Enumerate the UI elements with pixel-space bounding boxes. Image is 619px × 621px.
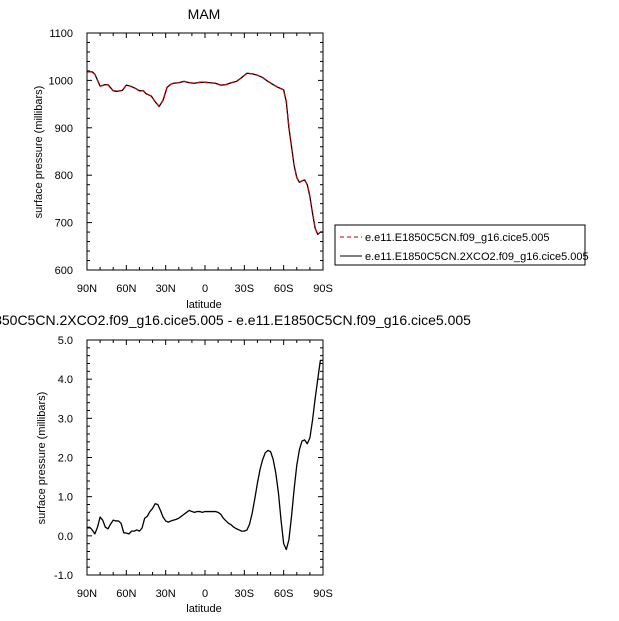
- bottom-y-tick-labels: -1.0 0.0 1.0 2.0 3.0 4.0 5.0: [54, 335, 73, 582]
- top-series-line-1: [87, 71, 323, 236]
- bottom-y-tick-label: 1.0: [58, 492, 73, 504]
- top-y-tick-label: 900: [55, 123, 73, 135]
- legend: e.e11.E1850C5CN.f09_g16.cice5.005 e.e11.…: [334, 224, 589, 266]
- bottom-x-tick-label: 60N: [116, 588, 136, 600]
- bottom-y-tick-label: 3.0: [58, 413, 73, 425]
- bottom-y-tick-label: 0.0: [58, 531, 73, 543]
- top-x-tick-label: 90S: [313, 283, 333, 295]
- bottom-series-line-0: [87, 359, 323, 551]
- top-x-tick-label: 60N: [116, 283, 136, 295]
- bottom-x-tick-labels: 90N 60N 30N 0 30S 60S 90S: [77, 588, 333, 600]
- bottom-x-tick-label: 30N: [156, 588, 176, 600]
- legend-label-2xco2: e.e11.E1850C5CN.2XCO2.f09_g16.cice5.005: [365, 251, 589, 263]
- top-y-tick-label: 600: [55, 265, 73, 277]
- top-x-tick-label: 60S: [274, 283, 294, 295]
- bottom-y-tick-label: 5.0: [58, 335, 73, 347]
- top-chart-panel: MAM 90N 60N 30N 0 30S 60S 90S 600 700 800 900 1000…: [33, 6, 333, 311]
- top-y-tick-labels: 600 700 800 900 1000 1100: [49, 28, 73, 277]
- top-x-tick-label: 90N: [77, 283, 97, 295]
- bottom-y-tick-label: 2.0: [58, 453, 73, 465]
- top-x-tick-label: 30N: [156, 283, 176, 295]
- bottom-x-axis-label: latitude: [186, 603, 221, 615]
- top-x-axis-label: latitude: [186, 299, 221, 311]
- bottom-x-tick-label: 30S: [235, 588, 255, 600]
- bottom-y-axis-label: surface pressure (millibars): [36, 392, 48, 525]
- bottom-series-layer: [87, 359, 323, 551]
- bottom-x-tick-label: 90N: [77, 588, 97, 600]
- bottom-x-tick-label: 0: [202, 588, 208, 600]
- bottom-axis-ticks: [86, 339, 324, 576]
- bottom-chart-title: e.e11.E1850C5CN.2XCO2.f09_g16.cice5.005 …: [0, 312, 471, 328]
- bottom-chart-panel: e.e11.E1850C5CN.2XCO2.f09_g16.cice5.005 …: [0, 312, 471, 615]
- top-y-tick-label: 1100: [49, 28, 73, 40]
- bottom-x-tick-label: 90S: [313, 588, 333, 600]
- top-plot-frame: [86, 32, 324, 271]
- top-x-tick-label: 0: [202, 283, 208, 295]
- top-x-tick-label: 30S: [235, 283, 255, 295]
- top-x-tick-labels: 90N 60N 30N 0 30S 60S 90S: [77, 283, 333, 295]
- top-y-axis-label: surface pressure (millibars): [33, 86, 45, 219]
- top-y-tick-label: 1000: [49, 75, 73, 87]
- top-series-layer: [87, 71, 323, 236]
- top-axis-ticks: [86, 32, 324, 271]
- top-chart-title: MAM: [188, 6, 221, 22]
- bottom-plot-frame: [86, 339, 324, 576]
- bottom-y-tick-label: 4.0: [58, 374, 73, 386]
- bottom-x-tick-label: 60S: [274, 588, 294, 600]
- legend-box: [334, 224, 586, 266]
- top-y-tick-label: 800: [55, 170, 73, 182]
- top-series-line-0: [87, 71, 323, 236]
- legend-label-control: e.e11.E1850C5CN.f09_g16.cice5.005: [365, 232, 550, 244]
- top-y-tick-label: 700: [55, 218, 73, 230]
- bottom-y-tick-label: -1.0: [54, 570, 73, 582]
